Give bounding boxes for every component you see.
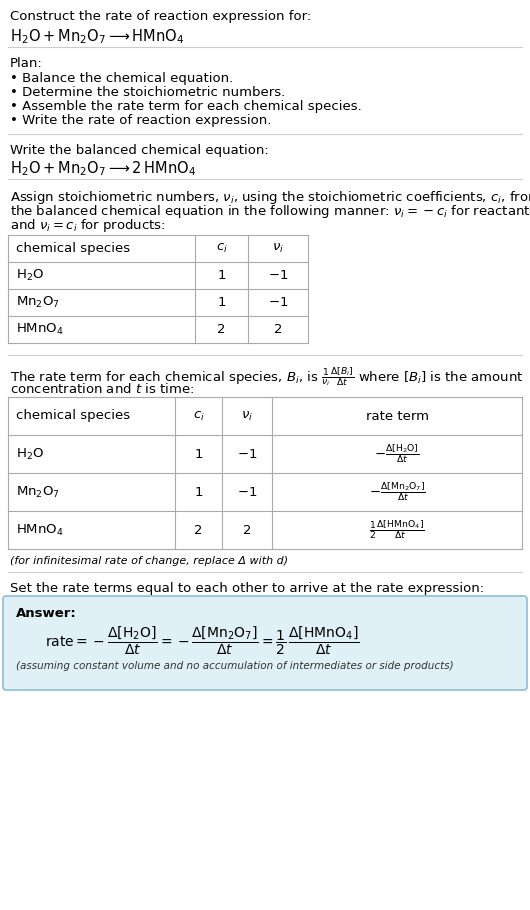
Text: $-1$: $-1$ (268, 269, 288, 282)
Text: the balanced chemical equation in the following manner: $\nu_i = -c_i$ for react: the balanced chemical equation in the fo… (10, 203, 530, 220)
Text: Construct the rate of reaction expression for:: Construct the rate of reaction expressio… (10, 10, 311, 23)
Text: $\mathrm{rate} = -\dfrac{\Delta[\mathrm{H_2O}]}{\Delta t} = -\dfrac{\Delta[\math: $\mathrm{rate} = -\dfrac{\Delta[\mathrm{… (45, 625, 360, 657)
Text: 2: 2 (195, 523, 203, 537)
Text: Set the rate terms equal to each other to arrive at the rate expression:: Set the rate terms equal to each other t… (10, 582, 484, 595)
Text: $\mathrm{H_2O + Mn_2O_7 \longrightarrow 2\,HMnO_4}$: $\mathrm{H_2O + Mn_2O_7 \longrightarrow … (10, 159, 196, 177)
FancyBboxPatch shape (3, 596, 527, 690)
Text: 1: 1 (195, 448, 203, 460)
Text: $-1$: $-1$ (237, 486, 257, 499)
Text: $\mathrm{HMnO_4}$: $\mathrm{HMnO_4}$ (16, 322, 64, 337)
Text: $\mathrm{Mn_2O_7}$: $\mathrm{Mn_2O_7}$ (16, 295, 60, 310)
Text: $c_i$: $c_i$ (192, 410, 205, 422)
Text: $\mathrm{HMnO_4}$: $\mathrm{HMnO_4}$ (16, 522, 64, 538)
Text: • Determine the stoichiometric numbers.: • Determine the stoichiometric numbers. (10, 86, 285, 99)
Text: • Balance the chemical equation.: • Balance the chemical equation. (10, 72, 233, 85)
Text: $\mathrm{H_2O}$: $\mathrm{H_2O}$ (16, 447, 44, 461)
Text: chemical species: chemical species (16, 410, 130, 422)
Text: and $\nu_i = c_i$ for products:: and $\nu_i = c_i$ for products: (10, 217, 165, 234)
Text: $\mathrm{Mn_2O_7}$: $\mathrm{Mn_2O_7}$ (16, 484, 60, 500)
Text: $c_i$: $c_i$ (216, 242, 227, 255)
Text: Plan:: Plan: (10, 57, 43, 70)
Text: • Write the rate of reaction expression.: • Write the rate of reaction expression. (10, 114, 271, 127)
Text: $-1$: $-1$ (237, 448, 257, 460)
Text: 1: 1 (195, 486, 203, 499)
Text: $\nu_i$: $\nu_i$ (241, 410, 253, 422)
Text: $-1$: $-1$ (268, 296, 288, 309)
Text: $\mathrm{H_2O + Mn_2O_7 \longrightarrow HMnO_4}$: $\mathrm{H_2O + Mn_2O_7 \longrightarrow … (10, 27, 184, 46)
Text: 1: 1 (217, 269, 226, 282)
Text: Assign stoichiometric numbers, $\nu_i$, using the stoichiometric coefficients, $: Assign stoichiometric numbers, $\nu_i$, … (10, 189, 530, 206)
Text: rate term: rate term (366, 410, 428, 422)
Text: $\nu_i$: $\nu_i$ (272, 242, 284, 255)
Text: 1: 1 (217, 296, 226, 309)
Text: Answer:: Answer: (16, 607, 77, 620)
Text: Write the balanced chemical equation:: Write the balanced chemical equation: (10, 144, 269, 157)
Text: concentration and $t$ is time:: concentration and $t$ is time: (10, 382, 194, 396)
Text: $\mathrm{H_2O}$: $\mathrm{H_2O}$ (16, 268, 44, 283)
Text: (for infinitesimal rate of change, replace Δ with d): (for infinitesimal rate of change, repla… (10, 556, 288, 566)
Text: 2: 2 (217, 323, 226, 336)
Text: $-\frac{\Delta[\mathrm{H_2O}]}{\Delta t}$: $-\frac{\Delta[\mathrm{H_2O}]}{\Delta t}… (374, 442, 420, 465)
Text: • Assemble the rate term for each chemical species.: • Assemble the rate term for each chemic… (10, 100, 362, 113)
Text: The rate term for each chemical species, $B_i$, is $\frac{1}{\nu_i}\frac{\Delta[: The rate term for each chemical species,… (10, 365, 524, 388)
Text: (assuming constant volume and no accumulation of intermediates or side products): (assuming constant volume and no accumul… (16, 661, 454, 671)
Text: $\frac{1}{2}\frac{\Delta[\mathrm{HMnO_4}]}{\Delta t}$: $\frac{1}{2}\frac{\Delta[\mathrm{HMnO_4}… (369, 519, 425, 541)
Text: 2: 2 (243, 523, 251, 537)
Text: $-\frac{\Delta[\mathrm{Mn_2O_7}]}{\Delta t}$: $-\frac{\Delta[\mathrm{Mn_2O_7}]}{\Delta… (368, 480, 426, 503)
Text: chemical species: chemical species (16, 242, 130, 255)
Text: 2: 2 (274, 323, 282, 336)
